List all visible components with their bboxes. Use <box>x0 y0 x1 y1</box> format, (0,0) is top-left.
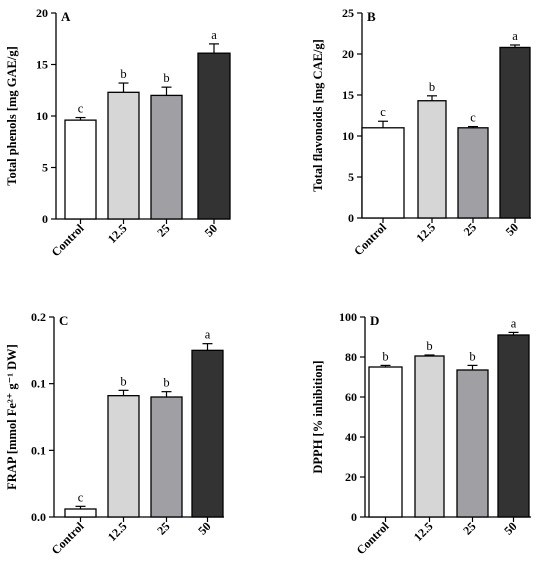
bar-25 <box>150 396 183 518</box>
significance-letter: c <box>470 111 476 125</box>
y-tick-label: 20 <box>345 470 357 484</box>
y-tick-label: 0 <box>42 212 48 226</box>
y-tick-label: 0.1 <box>31 377 46 391</box>
y-tick-label: 15 <box>342 88 354 102</box>
y-tick-label: 5 <box>348 170 354 184</box>
x-tick-label: 12.5 <box>105 519 130 544</box>
bar-12.5 <box>417 100 447 219</box>
y-axis-title: Total flavonoids [mg CAE/g] <box>311 39 325 192</box>
bar-50 <box>191 349 224 518</box>
panel-A: A 0 5 10 15 20 Total phenols [mg GAE/g] c Contro… <box>5 6 231 259</box>
x-tick-label: 25 <box>460 519 478 537</box>
significance-letter: b <box>429 80 435 94</box>
significance-letter: b <box>426 339 432 353</box>
x-tick-label: 25 <box>154 221 172 239</box>
x-tick-label: 50 <box>503 220 521 238</box>
y-tick-label: 0.0 <box>31 510 46 524</box>
bar-25 <box>150 94 183 220</box>
panel-letter: B <box>367 9 376 24</box>
x-tick-label: 12.5 <box>413 220 438 245</box>
significance-letter: b <box>163 71 169 85</box>
bar-12.5 <box>107 91 140 220</box>
x-tick-label: 50 <box>195 519 213 537</box>
panel-C: C 0.0 0.1 0.1 0.2 FRAP [mmol Fe²⁺ g⁻¹ DW] c Con… <box>5 310 224 557</box>
panel-letter: A <box>61 9 71 24</box>
panel-letter: D <box>370 313 379 328</box>
y-tick-label: 0 <box>348 211 354 225</box>
panel-D: D 0 20 40 60 80 100 DPPH [% inhibition] b Control… <box>311 310 531 557</box>
x-tick-label: 12.5 <box>105 221 130 246</box>
x-tick-label: Control <box>49 519 87 557</box>
x-tick-label: 50 <box>501 519 519 537</box>
bar-50 <box>499 46 531 219</box>
panel-B: B 0 5 10 15 20 25 Total flavonoids [mg CAE/g] c C… <box>311 6 531 258</box>
y-tick-label: 80 <box>345 350 357 364</box>
y-tick-label: 10 <box>342 129 354 143</box>
bar-Control <box>361 127 405 219</box>
significance-letter: c <box>380 105 386 119</box>
x-tick-label: 25 <box>154 519 172 537</box>
bar-25 <box>456 369 489 518</box>
x-tick-label: 25 <box>461 220 479 238</box>
y-tick-label: 0.2 <box>31 310 46 324</box>
panel-letter: C <box>59 313 68 328</box>
y-tick-label: 25 <box>342 6 354 20</box>
significance-letter: a <box>512 29 518 43</box>
y-tick-label: 20 <box>36 6 48 20</box>
y-tick-label: 100 <box>339 310 357 324</box>
significance-letter: b <box>120 67 126 81</box>
x-tick-label: 12.5 <box>411 519 436 544</box>
significance-letter: a <box>511 316 517 330</box>
y-tick-label: 40 <box>345 430 357 444</box>
bar-12.5 <box>107 395 140 518</box>
bar-50 <box>497 334 530 518</box>
significance-letter: a <box>205 328 211 342</box>
bar-25 <box>457 127 489 219</box>
x-tick-label: Control <box>49 221 87 259</box>
significance-letter: c <box>78 490 84 504</box>
bar-12.5 <box>414 355 445 518</box>
y-tick-label: 15 <box>36 58 48 72</box>
y-axis-title: Total phenols [mg GAE/g] <box>5 46 19 186</box>
significance-letter: c <box>78 102 84 116</box>
significance-letter: b <box>163 376 169 390</box>
bar-Control <box>368 366 403 518</box>
significance-letter: a <box>211 28 217 42</box>
y-tick-label: 0 <box>351 510 357 524</box>
y-tick-label: 10 <box>36 109 48 123</box>
x-tick-label: 50 <box>202 221 220 239</box>
y-axis-title: DPPH [% inhibition] <box>311 360 325 473</box>
y-axis-title: FRAP [mmol Fe²⁺ g⁻¹ DW] <box>5 344 19 490</box>
bar-Control <box>64 119 97 220</box>
significance-letter: b <box>120 374 126 388</box>
y-tick-label: 0.1 <box>31 443 46 457</box>
x-tick-label: Control <box>351 220 389 258</box>
y-tick-label: 60 <box>345 390 357 404</box>
bar-Control <box>64 508 97 518</box>
significance-letter: b <box>469 349 475 363</box>
y-tick-label: 20 <box>342 47 354 61</box>
y-tick-label: 5 <box>42 161 48 175</box>
significance-letter: b <box>382 349 388 363</box>
x-tick-label: Control <box>354 519 392 557</box>
bar-50 <box>197 52 231 220</box>
